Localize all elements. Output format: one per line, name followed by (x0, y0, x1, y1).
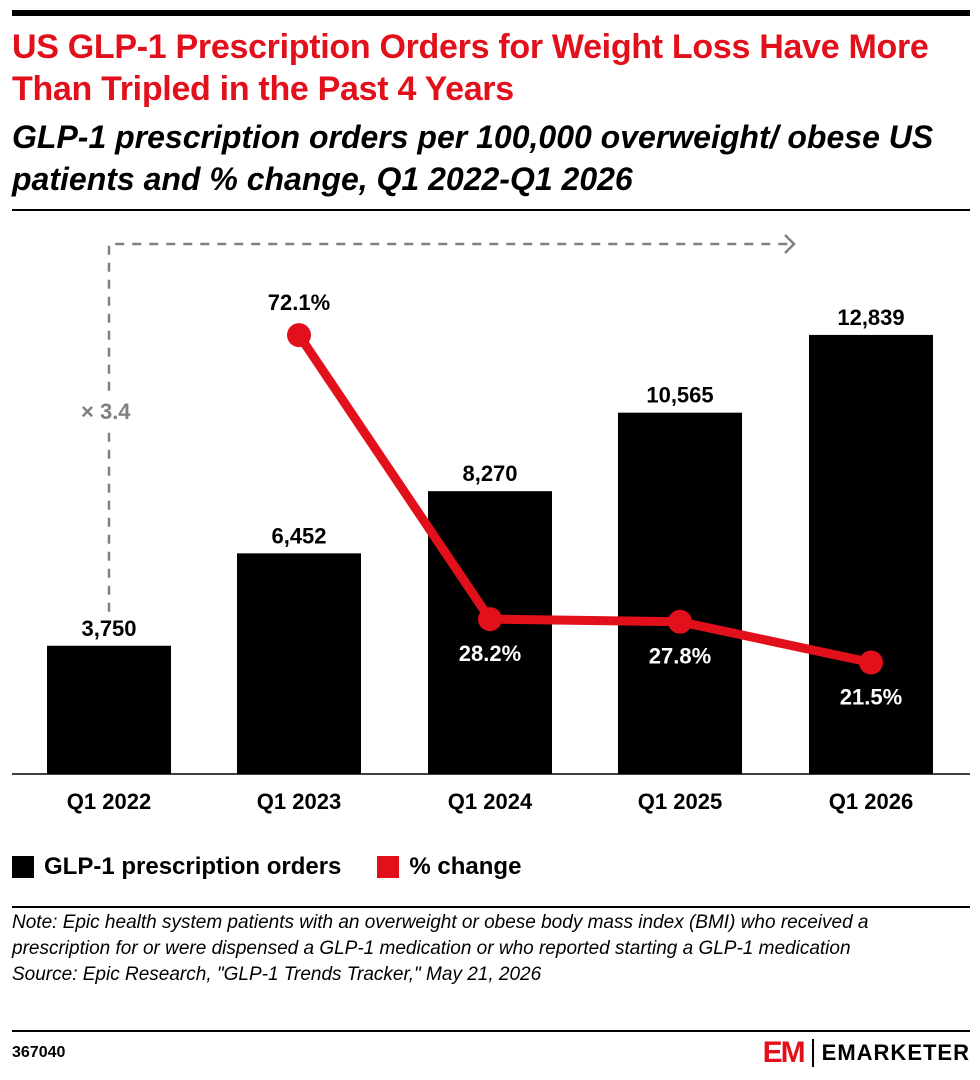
growth-multiplier-label: × 3.4 (81, 399, 131, 424)
bar-value-label: 10,565 (646, 383, 713, 408)
pct-change-point (287, 323, 311, 348)
annotation-layer: × 3.4 (75, 234, 796, 612)
legend-item-pct: % change (377, 853, 521, 881)
pct-change-point (478, 607, 502, 632)
x-tick-label: Q1 2025 (638, 789, 722, 814)
legend-item-orders: GLP-1 prescription orders (12, 853, 341, 881)
bar (428, 491, 552, 774)
bar-value-label: 6,452 (271, 523, 326, 548)
bar (809, 334, 933, 774)
pct-change-label: 72.1% (268, 290, 330, 315)
pct-change-point (859, 650, 883, 675)
chart-id: 367040 (12, 1044, 66, 1061)
note-text: Note: Epic health system patients with a… (12, 912, 869, 959)
growth-bracket (107, 242, 789, 612)
bar-layer: 3,750 6,452 8,270 10,565 12,839 (47, 305, 933, 774)
top-rule (12, 10, 970, 16)
x-tick-layer: Q1 2022 Q1 2023 Q1 2024 Q1 2025 Q1 2026 (67, 789, 913, 814)
bar (47, 645, 171, 774)
brand-logo: EM EMARKETER (763, 1036, 970, 1070)
brand-mark: EM (762, 1036, 806, 1069)
bar (237, 553, 361, 774)
x-tick-label: Q1 2023 (257, 789, 341, 814)
legend-swatch-orders (12, 856, 34, 878)
pct-change-line (294, 330, 876, 667)
chart-subtitle: GLP-1 prescription orders per 100,000 ov… (12, 119, 934, 197)
x-tick-label: Q1 2026 (829, 789, 913, 814)
bottom-rule (12, 1030, 970, 1032)
x-tick-label: Q1 2024 (448, 789, 533, 814)
pct-change-label: 28.2% (459, 641, 521, 666)
pct-change-label: 27.8% (649, 644, 711, 669)
footer-rule (12, 906, 970, 908)
brand-separator (811, 1039, 814, 1067)
chart-title: US GLP-1 Prescription Orders for Weight … (12, 28, 929, 108)
x-tick-label: Q1 2022 (67, 789, 151, 814)
source-text: Source: Epic Research, "GLP-1 Trends Tra… (12, 964, 542, 985)
legend-label-orders: GLP-1 prescription orders (44, 853, 342, 880)
subtitle-rule (12, 209, 970, 211)
brand-name: EMARKETER (821, 1040, 970, 1065)
pct-line-layer: 72.1% 28.2% 27.8% 21.5% (268, 290, 902, 709)
pct-change-point (668, 609, 692, 634)
footnote: Note: Epic health system patients with a… (12, 910, 970, 988)
legend-swatch-pct (377, 856, 400, 878)
bar (618, 412, 742, 774)
legend-label-pct: % change (409, 853, 522, 880)
growth-arrowhead (784, 234, 796, 254)
bar-value-label: 8,270 (462, 461, 517, 486)
legend: GLP-1 prescription orders % change (12, 852, 557, 882)
bar-value-label: 3,750 (81, 616, 136, 641)
pct-change-label: 21.5% (840, 684, 902, 709)
bar-value-label: 12,839 (837, 305, 904, 330)
combo-chart: × 3.4 3,750 6,452 8,270 10,565 12,839 Q1 202… (12, 234, 970, 814)
growth-label-bg (75, 393, 159, 429)
